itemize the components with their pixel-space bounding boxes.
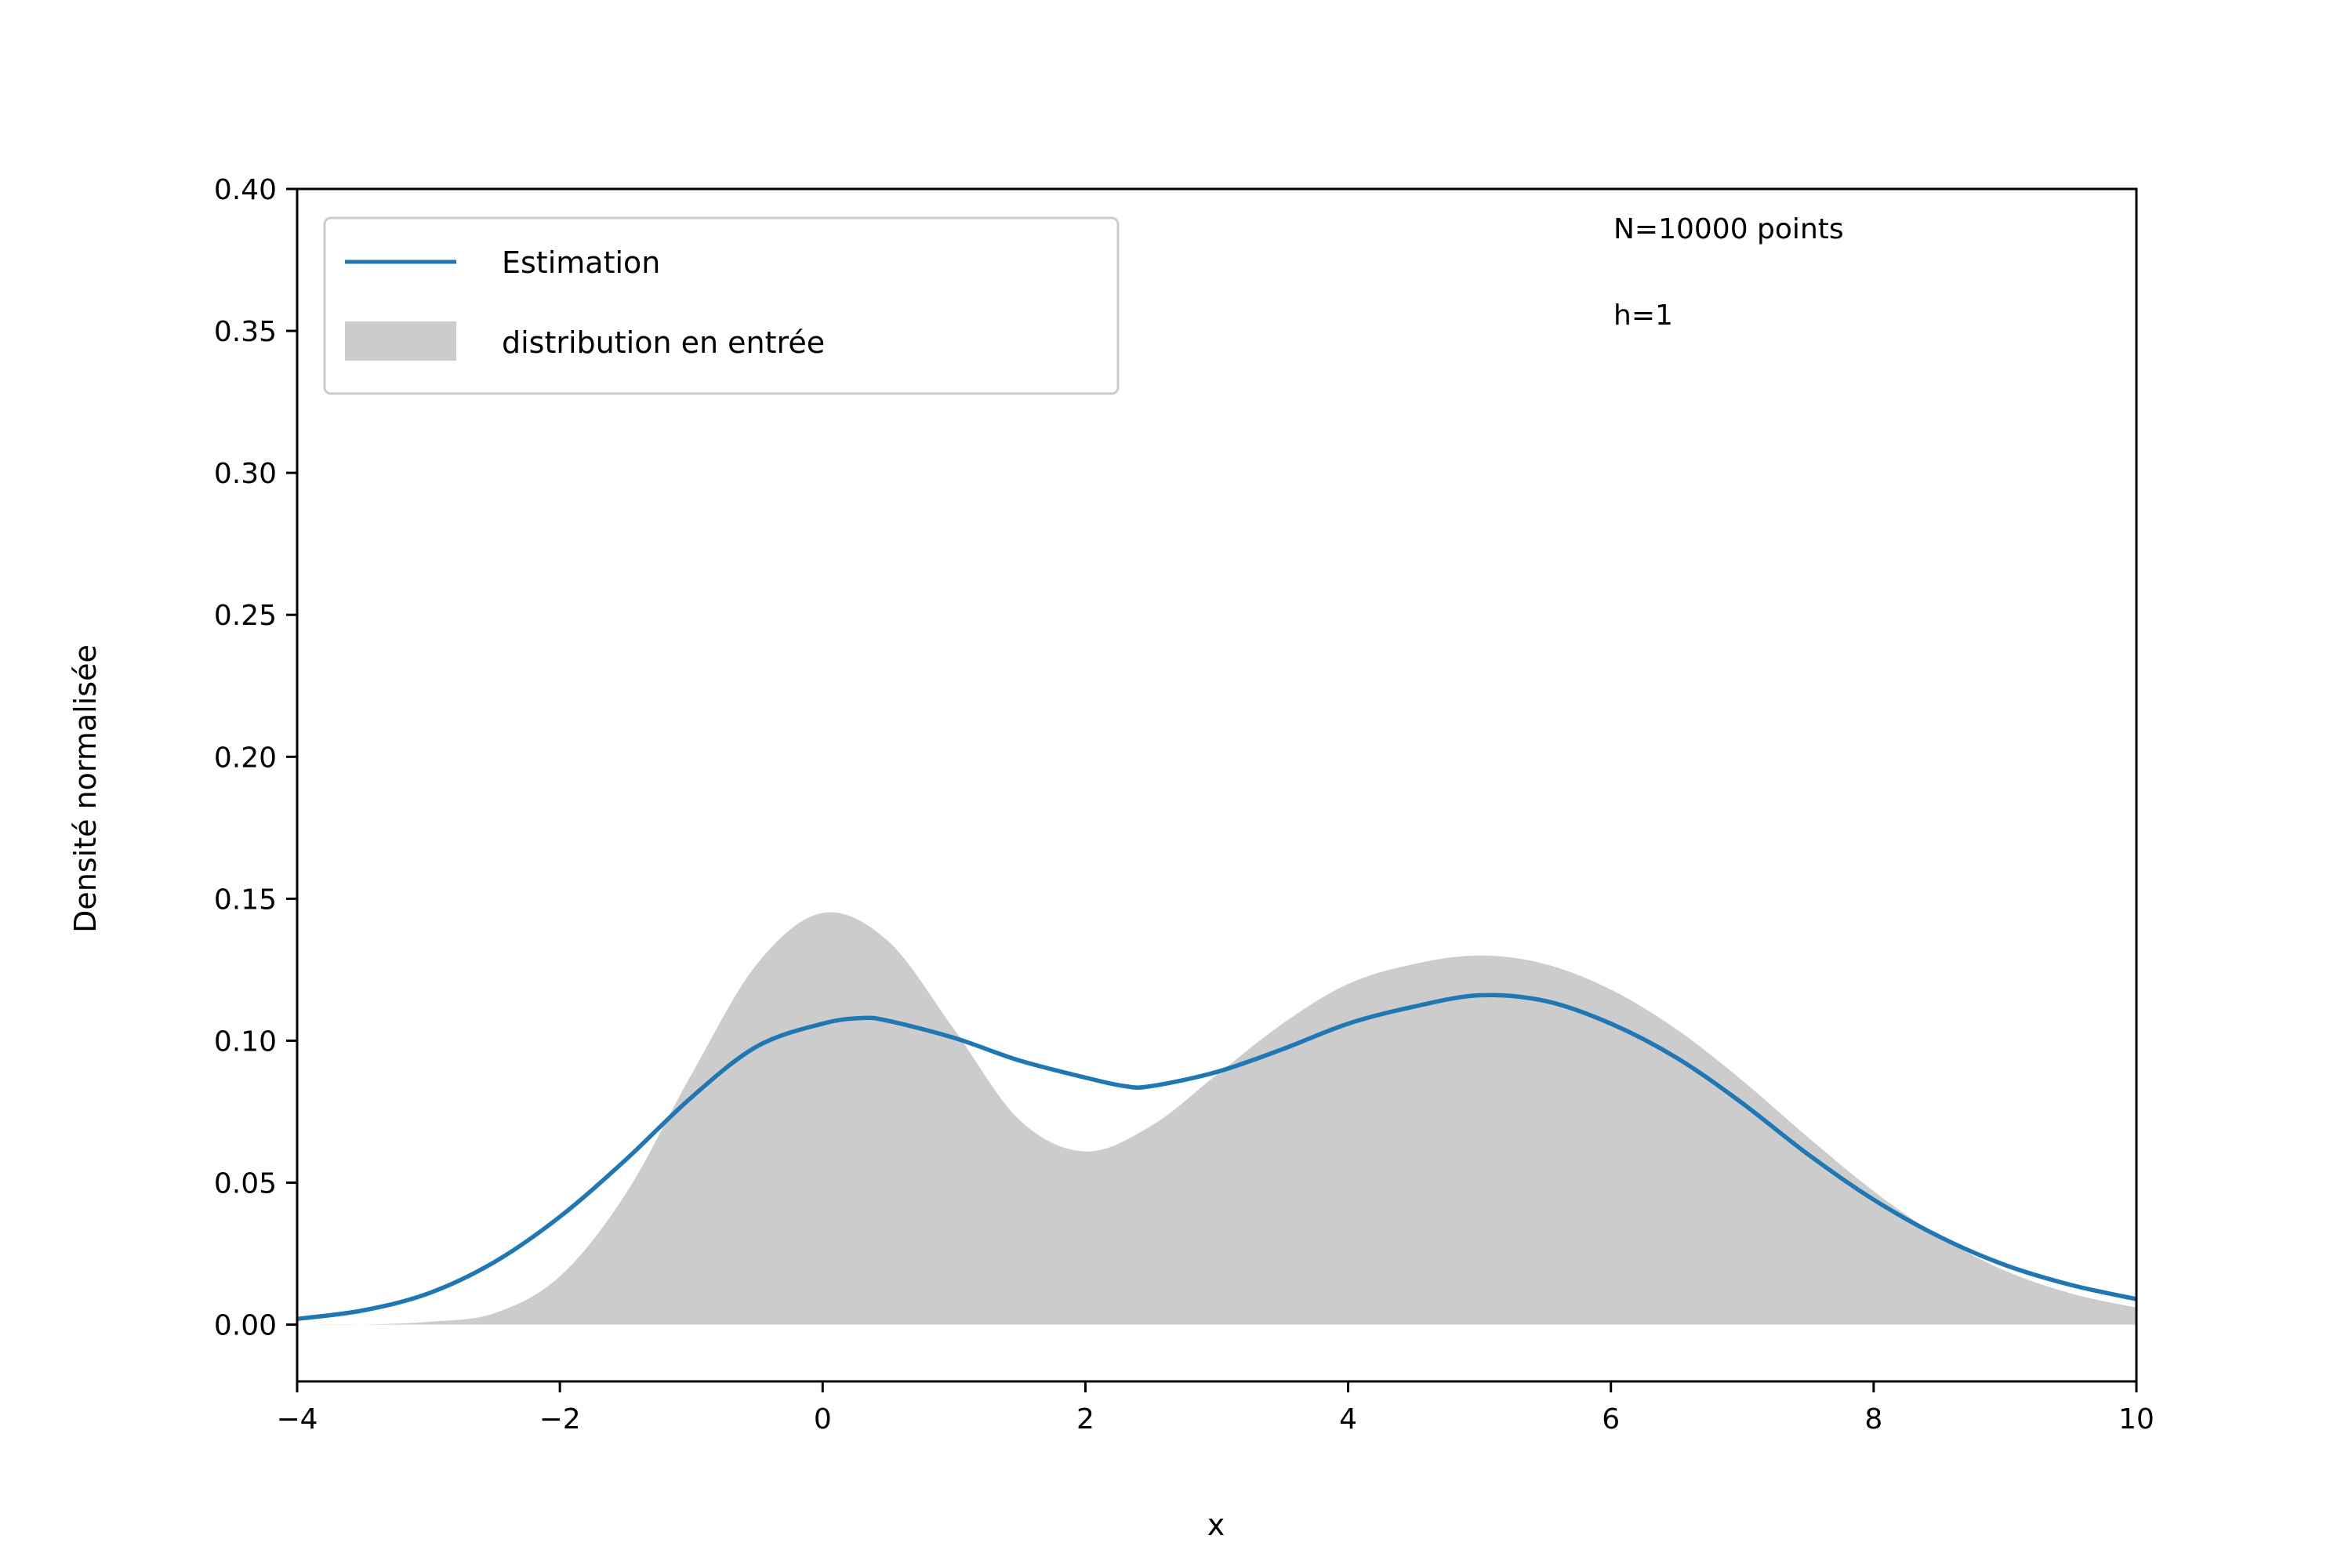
series-distribution-area [297,912,2136,1325]
annotation-n-points: N=10000 points [1613,213,1844,245]
axes: −4 −2 0 2 4 6 8 10 0.00 0.05 0.10 0.15 0.20 0.25 0.30 0… [214,174,2154,1436]
axes-frame [296,187,2138,1383]
legend-frame [323,216,1120,395]
y-tick-label: 0.25 [214,600,277,632]
legend-swatch-distribution [345,321,456,361]
x-tick-label: 4 [1339,1403,1357,1436]
y-tick-label: 0.40 [214,174,277,206]
legend: Estimation distribution en entrée [323,216,1120,395]
x-tick-label: 6 [1602,1403,1620,1436]
x-tick-label: 0 [814,1403,832,1436]
y-tick-label: 0.10 [214,1025,277,1058]
x-tick-label: −2 [539,1403,581,1436]
annotation-bandwidth: h=1 [1613,299,1673,332]
plot-area [297,912,2136,1325]
y-tick-label: 0.30 [214,458,277,490]
x-tick-label: 10 [2118,1403,2154,1436]
y-axis-label: Densité normalisée [68,644,103,933]
series-estimation-line [297,993,2136,1322]
y-tick-label: 0.35 [214,316,277,348]
x-tick-label: 2 [1076,1403,1094,1436]
x-tick-label: 8 [1864,1403,1882,1436]
legend-label-estimation: Estimation [502,245,660,280]
legend-label-distribution: distribution en entrée [502,325,825,360]
y-tick-label: 0.00 [214,1310,277,1342]
y-tick-label: 0.20 [214,742,277,774]
x-tick-label: −4 [276,1403,318,1436]
y-tick-label: 0.05 [214,1168,277,1200]
x-axis-label: x [1207,1508,1225,1542]
annotations: N=10000 points h=1 [1613,213,1844,332]
y-tick-label: 0.15 [214,884,277,916]
